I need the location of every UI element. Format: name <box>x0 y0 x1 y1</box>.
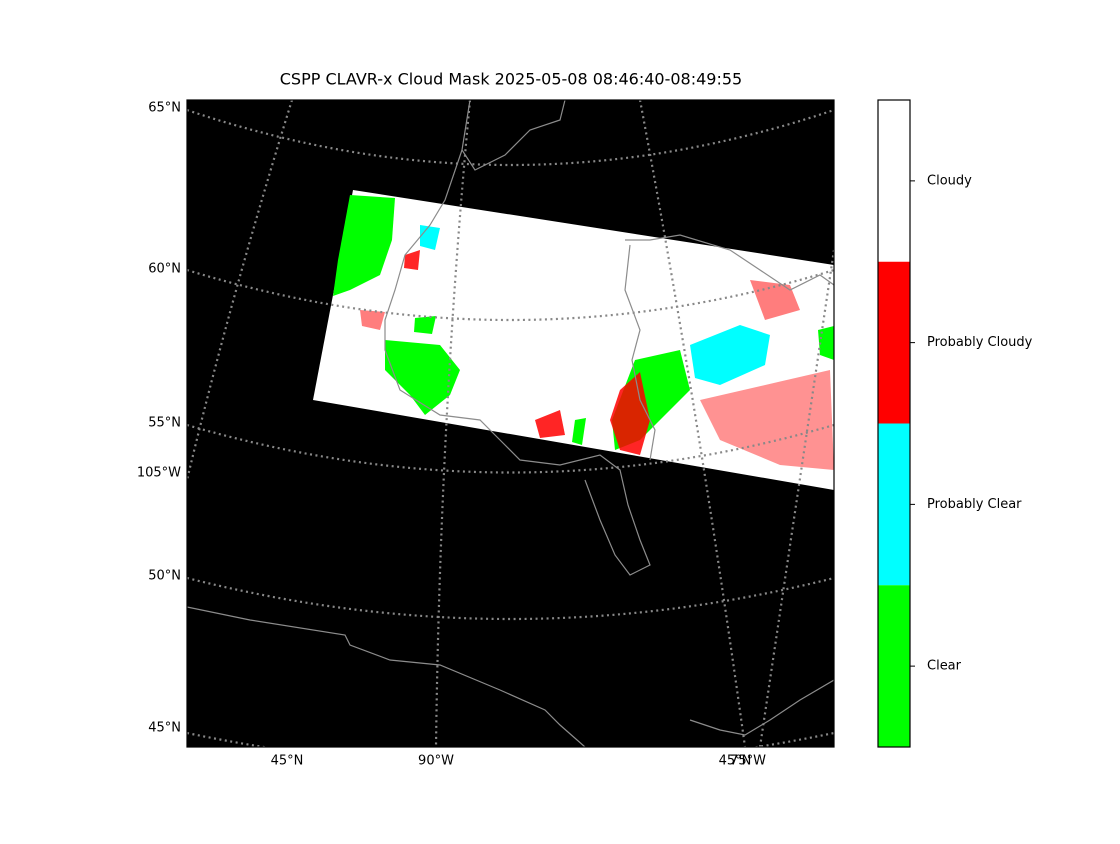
lat-label: 105°W <box>137 466 181 481</box>
lon-label: 45°N <box>271 754 304 769</box>
colorbar-segment <box>878 423 910 586</box>
lat-label: 55°N <box>148 416 181 431</box>
lat-label: 65°N <box>148 101 181 116</box>
map-frame <box>186 99 835 748</box>
map <box>187 100 834 747</box>
colorbar-segment <box>878 100 910 262</box>
lat-label: 50°N <box>148 569 181 584</box>
clear-areas <box>333 195 834 450</box>
colorbar-label: Clear <box>927 659 962 674</box>
lon-label: 90°W <box>418 754 454 769</box>
colorbar-label: Probably Cloudy <box>927 335 1033 350</box>
lat-label: 60°N <box>148 262 181 277</box>
graticule <box>187 100 834 747</box>
colorbar-frame <box>877 99 911 748</box>
lon-label: 75°W <box>730 754 766 769</box>
probably-cloudy-areas <box>360 250 834 470</box>
title: CSPP CLAVR-x Cloud Mask 2025-05-08 08:46… <box>280 70 742 89</box>
coastlines <box>187 100 834 747</box>
lon-label: 45°N <box>719 754 752 769</box>
colorbar-label: Cloudy <box>927 173 972 188</box>
colorbar-segment <box>878 261 910 424</box>
colorbar-segment <box>878 585 910 747</box>
colorbar-label: Probably Clear <box>927 497 1022 512</box>
lat-label: 45°N <box>148 721 181 736</box>
colorbar: Cloudy Probably Cloudy Probably Clear Clear <box>877 99 1033 748</box>
